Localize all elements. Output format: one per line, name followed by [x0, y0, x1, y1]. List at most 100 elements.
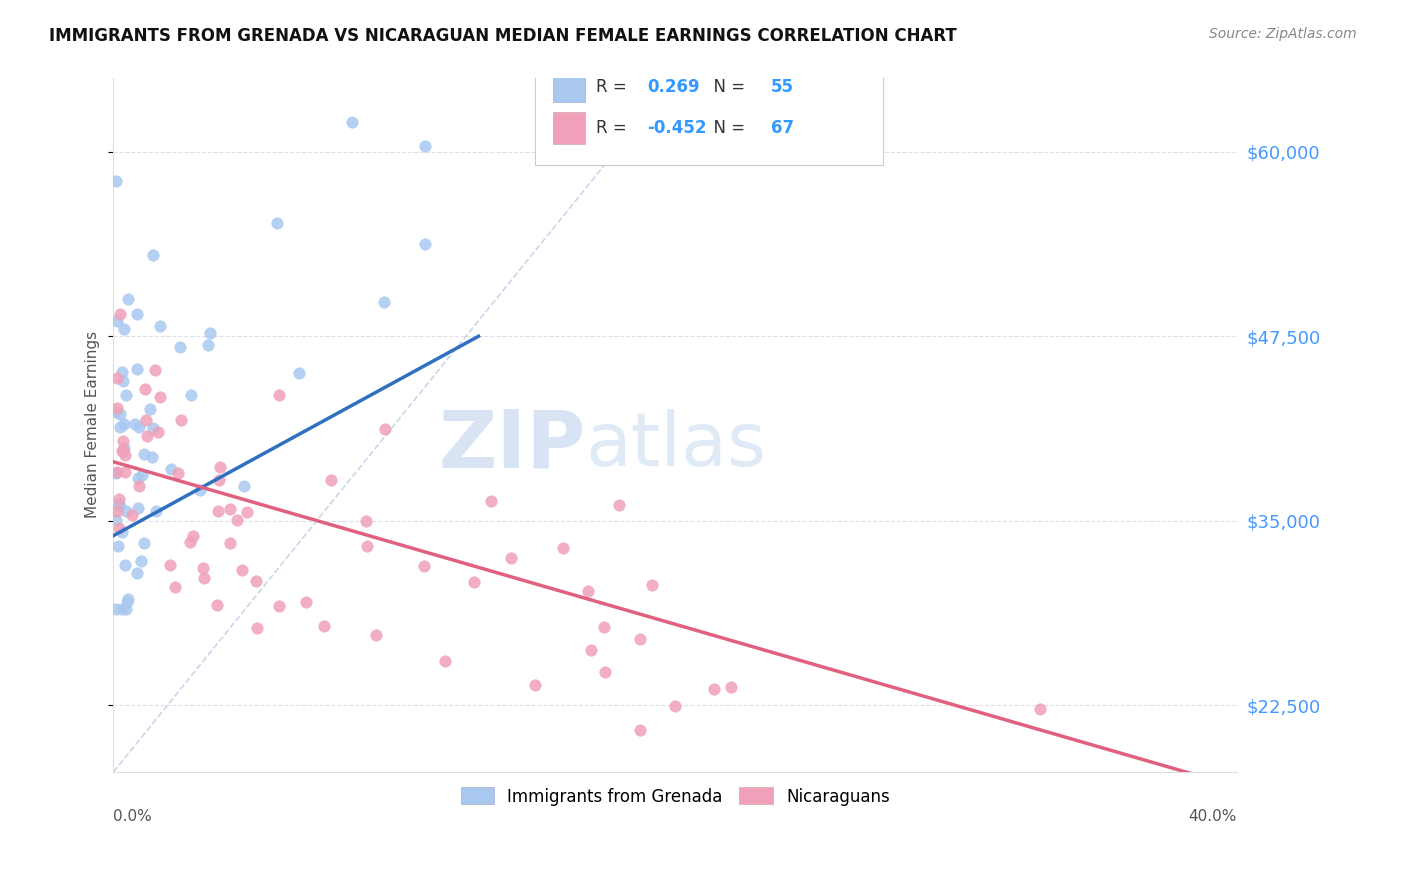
- Point: [107, 497, 129, 511]
- Text: 0.0%: 0.0%: [114, 809, 152, 824]
- Point: [108, 419, 131, 434]
- Point: [233, 479, 256, 493]
- Point: [131, 467, 153, 482]
- Point: [607, 498, 630, 512]
- Point: [135, 413, 157, 427]
- Text: 55: 55: [770, 78, 793, 95]
- Point: [114, 558, 136, 573]
- Point: [134, 536, 156, 550]
- Point: [269, 599, 291, 614]
- Point: [142, 420, 165, 434]
- Text: R =: R =: [596, 120, 633, 137]
- Point: [340, 115, 363, 129]
- Point: [145, 504, 167, 518]
- Point: [245, 574, 267, 588]
- Point: [356, 539, 378, 553]
- Point: [108, 307, 131, 321]
- Text: 0.269: 0.269: [647, 78, 700, 95]
- Point: [114, 448, 136, 462]
- Point: [218, 501, 240, 516]
- Point: [111, 365, 134, 379]
- FancyBboxPatch shape: [553, 70, 585, 103]
- Point: [111, 374, 134, 388]
- Point: [720, 680, 742, 694]
- Point: [105, 465, 128, 479]
- Point: [117, 592, 139, 607]
- FancyBboxPatch shape: [534, 74, 883, 164]
- Point: [167, 467, 190, 481]
- Point: [200, 326, 222, 341]
- Point: [207, 504, 229, 518]
- Point: [108, 499, 131, 513]
- Point: [128, 420, 150, 434]
- Point: [108, 521, 131, 535]
- Point: [105, 466, 128, 480]
- Point: [146, 425, 169, 439]
- Text: ZIP: ZIP: [439, 407, 585, 484]
- Point: [110, 602, 132, 616]
- Point: [664, 699, 686, 714]
- Text: atlas: atlas: [585, 409, 766, 483]
- Point: [266, 216, 288, 230]
- Point: [523, 678, 546, 692]
- Point: [105, 405, 128, 419]
- Point: [112, 434, 135, 448]
- Point: [576, 583, 599, 598]
- Point: [294, 595, 316, 609]
- FancyBboxPatch shape: [553, 112, 585, 145]
- Point: [551, 541, 574, 555]
- Point: [433, 654, 456, 668]
- Point: [142, 248, 165, 262]
- Text: -0.452: -0.452: [647, 120, 707, 137]
- Point: [136, 429, 159, 443]
- Point: [319, 474, 342, 488]
- Text: R =: R =: [596, 78, 633, 95]
- Point: [115, 388, 138, 402]
- Point: [105, 401, 128, 416]
- Point: [373, 295, 395, 310]
- Text: 67: 67: [770, 120, 794, 137]
- Point: [640, 578, 662, 592]
- Point: [159, 558, 181, 572]
- Point: [169, 340, 191, 354]
- Point: [112, 443, 135, 458]
- Point: [127, 566, 149, 580]
- Text: IMMIGRANTS FROM GRENADA VS NICARAGUAN MEDIAN FEMALE EARNINGS CORRELATION CHART: IMMIGRANTS FROM GRENADA VS NICARAGUAN ME…: [49, 27, 957, 45]
- Point: [107, 539, 129, 553]
- Point: [127, 307, 149, 321]
- Point: [218, 536, 240, 550]
- Point: [105, 512, 128, 526]
- Point: [143, 362, 166, 376]
- Point: [226, 513, 249, 527]
- Point: [366, 628, 388, 642]
- Point: [479, 493, 502, 508]
- Point: [127, 471, 149, 485]
- Point: [356, 514, 378, 528]
- Point: [114, 465, 136, 479]
- Point: [413, 558, 436, 573]
- Point: [179, 534, 201, 549]
- Point: [128, 479, 150, 493]
- Point: [111, 524, 134, 539]
- Point: [108, 491, 131, 506]
- Point: [579, 643, 602, 657]
- Point: [108, 407, 131, 421]
- Point: [105, 370, 128, 384]
- Point: [593, 665, 616, 679]
- Point: [628, 632, 651, 646]
- Point: [501, 551, 523, 566]
- Point: [463, 575, 485, 590]
- Point: [267, 388, 290, 402]
- Point: [117, 293, 139, 307]
- Point: [115, 595, 138, 609]
- Point: [180, 388, 202, 402]
- Point: [208, 473, 231, 487]
- Point: [413, 236, 436, 251]
- Point: [112, 417, 135, 431]
- Point: [105, 504, 128, 518]
- Point: [205, 598, 228, 612]
- Point: [193, 571, 215, 585]
- Point: [112, 322, 135, 336]
- Point: [374, 422, 396, 436]
- Point: [134, 382, 156, 396]
